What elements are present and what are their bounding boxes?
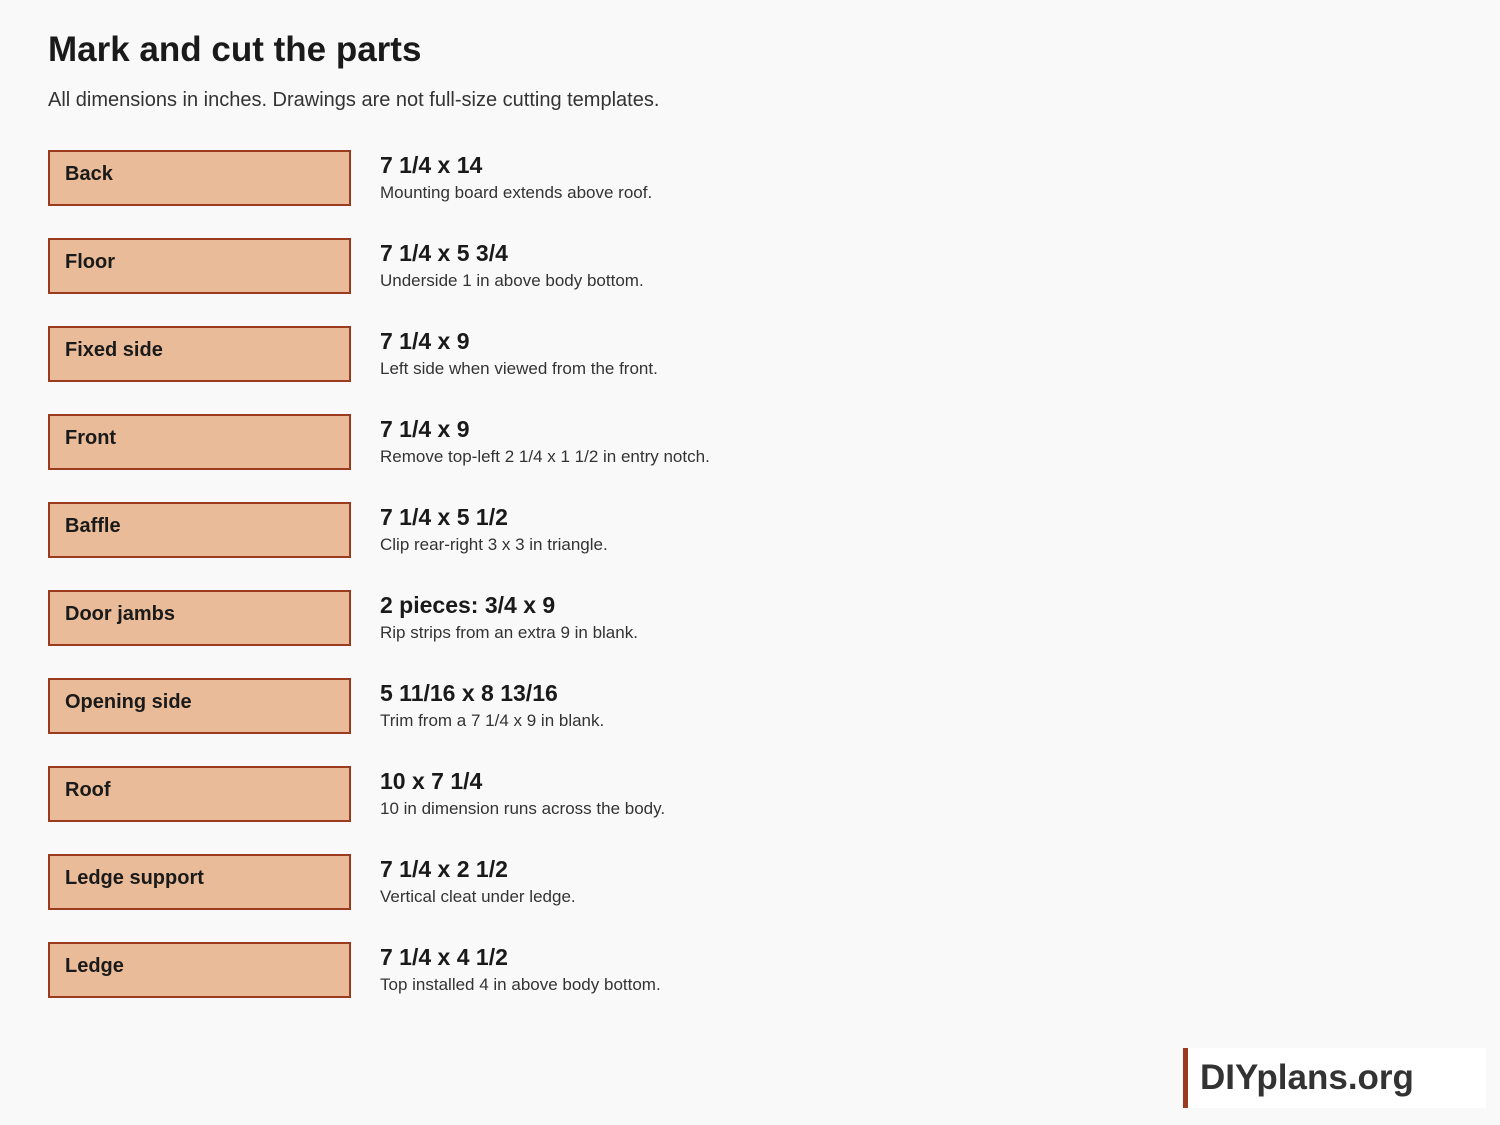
- part-note: Remove top-left 2 1/4 x 1 1/2 in entry n…: [380, 447, 710, 466]
- title: Mark and cut the parts: [48, 30, 422, 69]
- part-row: Ledge support 7 1/4 x 2 1/2 Vertical cleat…: [48, 854, 948, 910]
- part-box: Opening side: [48, 678, 351, 734]
- part-label: Opening side: [65, 691, 192, 713]
- part-size: 7 1/4 x 9: [380, 328, 470, 354]
- part-note: Top installed 4 in above body bottom.: [380, 975, 661, 994]
- part-note: Trim from a 7 1/4 x 9 in blank.: [380, 711, 605, 730]
- part-size: 7 1/4 x 9: [380, 416, 470, 442]
- part-row: Fixed side 7 1/4 x 9 Left side when viewed…: [48, 326, 948, 382]
- part-size: 7 1/4 x 2 1/2: [380, 856, 508, 882]
- subtitle: All dimensions in inches. Drawings are n…: [48, 89, 660, 111]
- part-row: Ledge 7 1/4 x 4 1/2 Top installed 4 in abo…: [48, 942, 948, 998]
- part-box: Baffle: [48, 502, 351, 558]
- part-box: Floor: [48, 238, 351, 294]
- part-size: 2 pieces: 3/4 x 9: [380, 592, 556, 618]
- part-note: Vertical cleat under ledge.: [380, 887, 576, 906]
- part-row: Opening side 5 11/16 x 8 13/16 Trim from a…: [48, 678, 948, 734]
- part-note: Rip strips from an extra 9 in blank.: [380, 623, 638, 642]
- part-size: 5 11/16 x 8 13/16: [380, 680, 558, 706]
- part-row: Baffle 7 1/4 x 5 1/2 Clip rear-right 3 x 3…: [48, 502, 948, 558]
- part-label: Door jambs: [65, 603, 176, 625]
- part-box: Door jambs: [48, 590, 351, 646]
- part-note: Clip rear-right 3 x 3 in triangle.: [380, 535, 608, 554]
- part-label: Front: [65, 427, 117, 449]
- part-label: Fixed side: [65, 339, 163, 361]
- part-note: Left side when viewed from the front.: [380, 359, 658, 378]
- part-box: Ledge: [48, 942, 351, 998]
- part-size: 10 x 7 1/4: [380, 768, 483, 794]
- part-size: 7 1/4 x 5 3/4: [380, 240, 508, 266]
- part-size: 7 1/4 x 4 1/2: [380, 944, 508, 970]
- part-row: Front 7 1/4 x 9 Remove top-left 2 1/4 x 1 …: [48, 414, 948, 470]
- part-box: Front: [48, 414, 351, 470]
- part-box: Ledge support: [48, 854, 351, 910]
- brand: DIYplans.org: [1200, 1058, 1414, 1097]
- part-label: Back: [65, 163, 113, 185]
- part-box: Roof: [48, 766, 351, 822]
- part-box: Back: [48, 150, 351, 206]
- part-size: 7 1/4 x 5 1/2: [380, 504, 508, 530]
- part-note: 10 in dimension runs across the body.: [380, 799, 666, 818]
- part-box: Fixed side: [48, 326, 351, 382]
- part-row: Roof 10 x 7 1/4 10 in dimension runs acros…: [48, 766, 948, 822]
- part-row: Back 7 1/4 x 14 Mounting board extends abo…: [48, 150, 948, 206]
- part-size: 7 1/4 x 14: [380, 152, 483, 178]
- brand-badge: DIYplans.org: [1183, 1048, 1486, 1108]
- part-note: Mounting board extends above roof.: [380, 183, 653, 202]
- part-label: Ledge: [65, 955, 124, 977]
- part-row: Door jambs 2 pieces: 3/4 x 9 Rip strips fr…: [48, 590, 948, 646]
- part-row: Floor 7 1/4 x 5 3/4 Underside 1 in above b…: [48, 238, 948, 294]
- part-label: Ledge support: [65, 867, 204, 889]
- part-label: Floor: [65, 251, 115, 273]
- part-label: Baffle: [65, 515, 121, 537]
- part-note: Underside 1 in above body bottom.: [380, 271, 644, 290]
- part-label: Roof: [65, 779, 111, 801]
